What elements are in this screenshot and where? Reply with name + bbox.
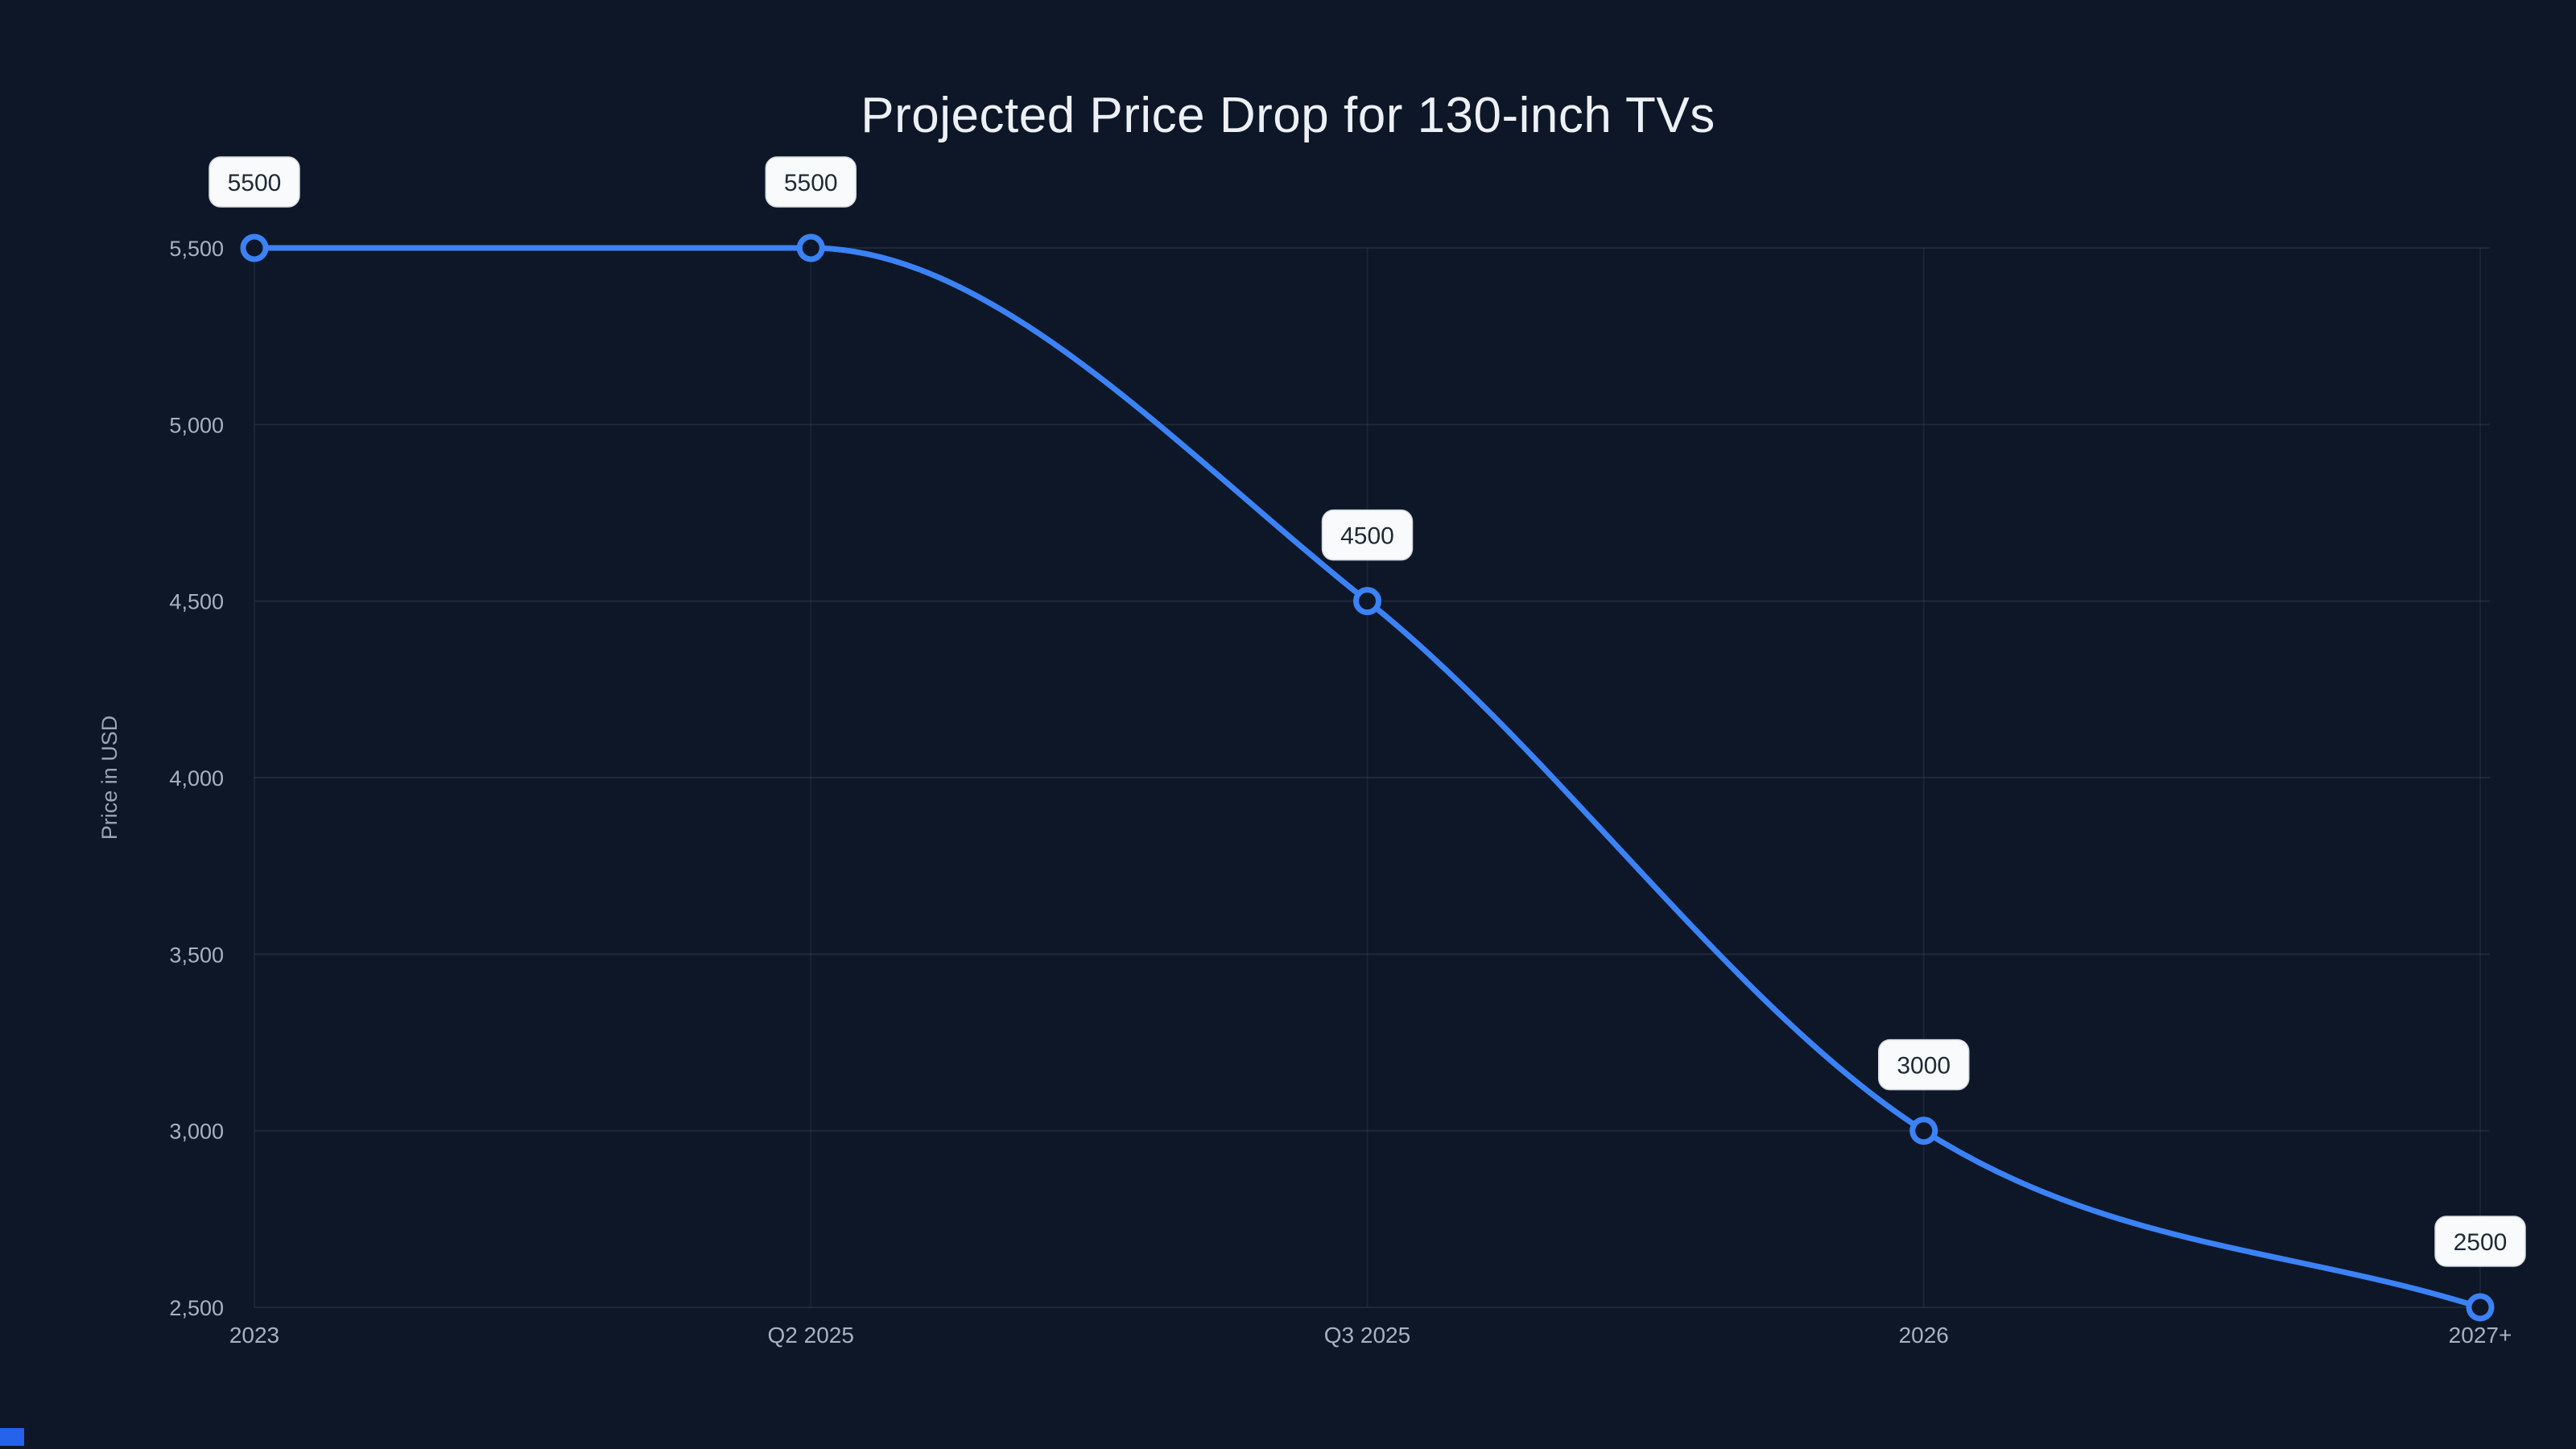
data-label-pill: 4500 bbox=[1321, 509, 1414, 561]
data-label-pill-bg bbox=[1878, 1038, 1970, 1091]
x-tick-label: 2027+ bbox=[2449, 1323, 2512, 1348]
y-axis-tick-labels: 5,500 5,000 4,500 4,000 3,500 3,000 2,500 bbox=[169, 237, 224, 1320]
y-axis-title: Price in USD bbox=[97, 716, 122, 840]
data-point-marker[interactable] bbox=[2466, 1293, 2495, 1322]
data-point-marker[interactable] bbox=[1353, 587, 1381, 616]
data-label-pill-bg bbox=[765, 156, 857, 208]
y-tick-label: 3,000 bbox=[169, 1120, 224, 1144]
data-label-pills: 5500 5500 4500 3000 2500 bbox=[208, 156, 2526, 1267]
data-label-text: 5500 bbox=[228, 170, 282, 196]
data-label-text: 2500 bbox=[2454, 1229, 2508, 1256]
y-tick-label: 5,000 bbox=[169, 413, 224, 437]
data-label-pill: 2500 bbox=[2434, 1216, 2526, 1267]
y-tick-label: 3,500 bbox=[169, 943, 224, 967]
data-label-text: 4500 bbox=[1340, 523, 1394, 550]
data-label-pill: 5500 bbox=[765, 156, 857, 208]
bottom-left-accent bbox=[0, 1428, 24, 1446]
y-tick-label: 5,500 bbox=[169, 237, 224, 261]
x-tick-label: 2026 bbox=[1899, 1323, 1949, 1348]
x-tick-label: Q3 2025 bbox=[1324, 1323, 1410, 1348]
x-axis-tick-labels: 2023 Q2 2025 Q3 2025 2026 2027+ bbox=[229, 1323, 2512, 1348]
gridlines bbox=[254, 247, 2490, 1308]
data-point-marker[interactable] bbox=[1909, 1117, 1938, 1146]
y-tick-label: 2,500 bbox=[169, 1296, 224, 1320]
data-label-pill: 5500 bbox=[208, 156, 300, 208]
data-point-marker[interactable] bbox=[796, 233, 825, 262]
y-tick-label: 4,500 bbox=[169, 590, 224, 614]
x-tick-label: Q2 2025 bbox=[768, 1323, 854, 1348]
data-label-pill-bg bbox=[2434, 1216, 2526, 1267]
data-label-pill: 3000 bbox=[1878, 1038, 1970, 1091]
data-label-pill-bg bbox=[208, 156, 300, 208]
data-point-markers bbox=[240, 233, 2495, 1322]
chart-title: Projected Price Drop for 130-inch TVs bbox=[861, 88, 1715, 143]
data-point-marker[interactable] bbox=[240, 233, 269, 262]
data-label-text: 3000 bbox=[1897, 1053, 1951, 1080]
x-tick-label: 2023 bbox=[229, 1323, 279, 1348]
data-label-pill-bg bbox=[1321, 509, 1414, 561]
data-label-text: 5500 bbox=[784, 170, 838, 196]
y-tick-label: 4,000 bbox=[169, 766, 224, 791]
